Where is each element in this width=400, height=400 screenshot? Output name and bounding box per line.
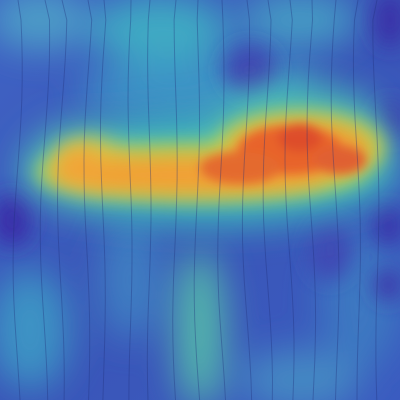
grain-line	[12, 0, 23, 400]
grain-line	[100, 0, 107, 400]
grain-line	[262, 0, 274, 400]
grain-line	[217, 0, 226, 400]
grain-line	[306, 0, 317, 400]
dark-spots	[0, 0, 400, 301]
grain-lines	[12, 0, 380, 400]
grain-line	[193, 0, 201, 400]
grain-line	[83, 0, 93, 400]
red-hotspot	[200, 124, 366, 184]
grain-line	[172, 0, 178, 400]
grain-line	[127, 0, 133, 400]
grain-line	[284, 0, 295, 400]
grain-line	[39, 0, 51, 400]
grain-line	[241, 0, 253, 400]
grain-line	[146, 0, 152, 400]
grain-line	[372, 0, 380, 400]
grain-line	[330, 0, 340, 400]
grain-line	[352, 0, 361, 400]
grain-line	[56, 0, 68, 400]
